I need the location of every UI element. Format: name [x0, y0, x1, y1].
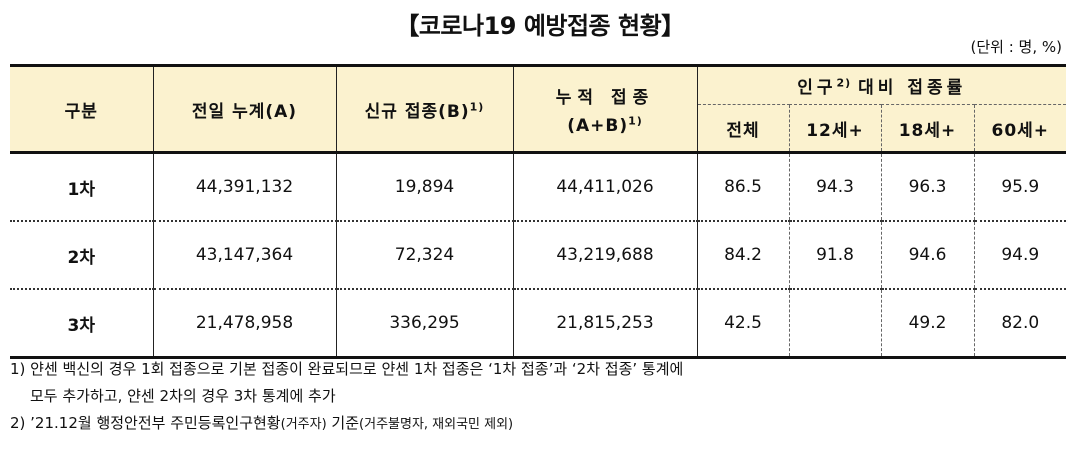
cell-rate-60: 94.9 — [973, 221, 1067, 290]
header-new: 신규 접종(B)1) — [335, 64, 513, 154]
header-sub-18: 18세+ — [880, 104, 974, 154]
header-population-rate: 인구2) 대비 접종률 — [696, 64, 1067, 105]
footnote-2-basis: 기준 — [326, 414, 360, 432]
cell-rate-60: 82.0 — [973, 289, 1067, 359]
header-sub-total: 전체 — [696, 104, 789, 154]
footnote-2-resident: (거주자) — [280, 417, 327, 432]
table-row: 1차 44,391,132 19,894 44,411,026 86.5 94.… — [10, 152, 1067, 222]
header-prev-cumulative: 전일 누계(A) — [152, 64, 336, 154]
cell-rate-18: 49.2 — [880, 289, 974, 359]
cell-prev: 44,391,132 — [152, 152, 336, 222]
cell-rate-18: 96.3 — [880, 152, 974, 222]
cell-cumulative: 21,815,253 — [512, 289, 697, 359]
cell-rate-60: 95.9 — [973, 152, 1067, 222]
cell-rate-total: 84.2 — [696, 221, 789, 290]
footnote-2-exclusion: (거주불명자, 재외국민 제외) — [359, 417, 514, 432]
header-rate-rest: 대비 접종률 — [858, 78, 967, 98]
cell-new: 19,894 — [335, 152, 513, 222]
footnote-2: 2) ’21.12월 행정안전부 주민등록인구현황(거주자) 기준(거주불명자,… — [10, 410, 683, 438]
unit-label: (단위 : 명, %) — [970, 38, 1062, 56]
header-category: 구분 — [10, 64, 153, 154]
cell-rate-total: 42.5 — [696, 289, 789, 359]
header-sub-12: 12세+ — [788, 104, 881, 154]
cell-rate-12: 91.8 — [788, 221, 881, 290]
cell-new: 336,295 — [335, 289, 513, 359]
header-new-footnote: 1) — [469, 99, 485, 113]
row-label: 2차 — [10, 221, 153, 290]
row-label: 3차 — [10, 289, 153, 359]
table-row: 3차 21,478,958 336,295 21,815,253 42.5 49… — [10, 289, 1067, 359]
footnote-1-line2: 모두 추가하고, 얀센 2차의 경우 3차 통계에 추가 — [30, 387, 336, 405]
page-title: 【코로나19 예방접종 현황】 — [395, 12, 685, 40]
vaccination-table: 구분 전일 누계(A) 신규 접종(B)1) 누적 접종 (A+B)1) 인구2… — [10, 64, 1067, 359]
footnote-2-main: 2) ’21.12월 행정안전부 주민등록인구현황 — [10, 414, 281, 432]
cell-prev: 43,147,364 — [152, 221, 336, 290]
footnotes: 1) 얀센 백신의 경우 1회 접종으로 기본 접종이 완료되므로 얀센 1차 … — [10, 356, 683, 438]
row-label: 1차 — [10, 152, 153, 222]
cell-prev: 21,478,958 — [152, 289, 336, 359]
header-cumulative-footnote: 1) — [628, 113, 643, 127]
cell-rate-total: 86.5 — [696, 152, 789, 222]
cell-rate-12: 94.3 — [788, 152, 881, 222]
header-rate-main: 인구 — [797, 78, 837, 98]
header-cumulative-line1: 누적 접종 — [555, 87, 655, 108]
header-rate-footnote: 2) — [836, 76, 852, 90]
cell-rate-12 — [788, 289, 881, 359]
header-new-label: 신규 접종(B) — [364, 101, 470, 122]
cell-cumulative: 44,411,026 — [512, 152, 697, 222]
table-row: 2차 43,147,364 72,324 43,219,688 84.2 91.… — [10, 221, 1067, 290]
cell-rate-18: 94.6 — [880, 221, 974, 290]
header-cumulative: 누적 접종 (A+B)1) — [512, 64, 697, 154]
cell-new: 72,324 — [335, 221, 513, 290]
header-cumulative-line2: (A+B) — [567, 115, 629, 136]
cell-cumulative: 43,219,688 — [512, 221, 697, 290]
footnote-1-line1: 1) 얀센 백신의 경우 1회 접종으로 기본 접종이 완료되므로 얀센 1차 … — [10, 360, 684, 378]
header-sub-60: 60세+ — [973, 104, 1067, 154]
